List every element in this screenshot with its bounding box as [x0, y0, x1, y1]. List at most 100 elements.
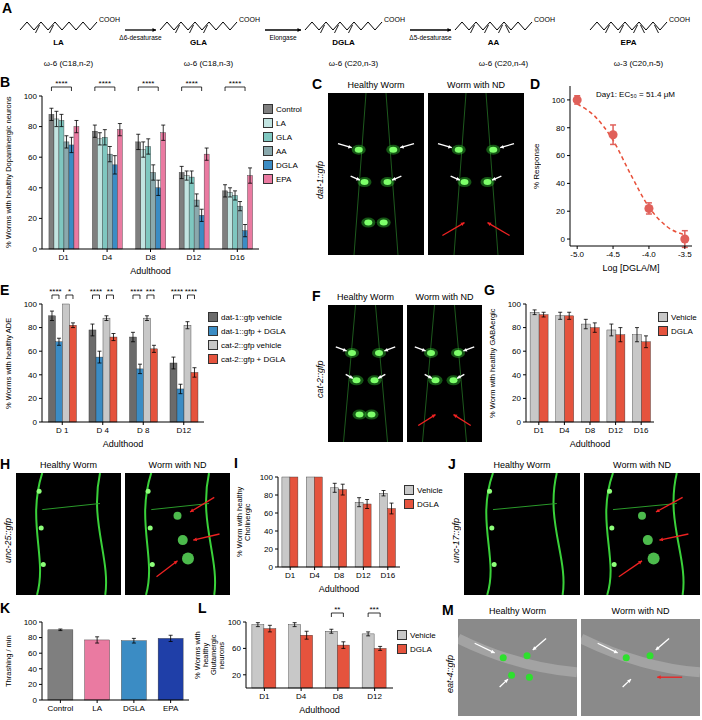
svg-text:D16: D16	[230, 253, 245, 262]
svg-text:***: ***	[369, 605, 378, 614]
svg-text:80: 80	[28, 323, 37, 332]
svg-text:40: 40	[512, 371, 521, 380]
svg-text:100: 100	[228, 618, 242, 627]
svg-text:ω-6 (C18,n-3): ω-6 (C18,n-3)	[184, 59, 234, 68]
svg-text:60: 60	[28, 153, 37, 162]
svg-text:80: 80	[556, 124, 565, 133]
svg-text:20: 20	[232, 671, 241, 680]
svg-text:COOH: COOH	[669, 16, 690, 23]
svg-text:20: 20	[28, 394, 37, 403]
svg-text:COOH: COOH	[384, 16, 405, 23]
svg-text:****: ****	[49, 287, 61, 296]
svg-text:20: 20	[28, 680, 37, 689]
svg-text:80: 80	[264, 491, 273, 500]
svg-text:100: 100	[24, 618, 38, 627]
svg-text:COOH: COOH	[239, 16, 260, 23]
svg-text:20: 20	[28, 214, 37, 223]
svg-text:80: 80	[28, 633, 37, 642]
svg-text:D16: D16	[380, 571, 395, 580]
svg-text:0: 0	[269, 563, 274, 572]
svg-text:D 8: D 8	[137, 426, 150, 435]
svg-text:D1: D1	[285, 571, 296, 580]
svg-text:20: 20	[556, 207, 565, 216]
svg-text:***: ***	[146, 287, 155, 296]
svg-text:ω-6 (C20,n-4): ω-6 (C20,n-4)	[479, 59, 529, 68]
svg-text:D1: D1	[534, 426, 545, 435]
svg-text:40: 40	[28, 665, 37, 674]
svg-text:Adulthood: Adulthood	[130, 266, 171, 276]
svg-text:D8: D8	[585, 426, 596, 435]
svg-text:ω-6 (C20,n-3): ω-6 (C20,n-3)	[329, 59, 379, 68]
svg-text:-5.0: -5.0	[570, 250, 584, 259]
svg-text:0: 0	[33, 245, 38, 254]
svg-text:40: 40	[556, 179, 565, 188]
svg-text:****: ****	[171, 287, 183, 296]
svg-text:****: ****	[185, 287, 197, 296]
svg-text:100: 100	[260, 473, 274, 482]
svg-text:20: 20	[264, 545, 273, 554]
svg-text:60: 60	[232, 644, 241, 653]
svg-text:D12: D12	[187, 253, 202, 262]
svg-text:0: 0	[33, 696, 38, 705]
svg-text:100: 100	[508, 300, 522, 309]
svg-text:GLA: GLA	[190, 38, 207, 47]
svg-text:100: 100	[24, 92, 38, 101]
svg-text:****: ****	[99, 79, 111, 88]
svg-text:D 4: D 4	[97, 426, 110, 435]
svg-text:100: 100	[24, 300, 38, 309]
svg-text:D12: D12	[608, 426, 623, 435]
svg-text:20: 20	[512, 394, 521, 403]
svg-text:ω-3 (C20,n-5): ω-3 (C20,n-5)	[614, 59, 664, 68]
svg-text:D8: D8	[334, 571, 345, 580]
svg-text:D4: D4	[309, 571, 320, 580]
svg-text:0: 0	[561, 235, 566, 244]
svg-text:-4.5: -4.5	[606, 250, 620, 259]
svg-text:60: 60	[556, 151, 565, 160]
svg-text:D4: D4	[296, 692, 307, 701]
svg-text:D1: D1	[259, 692, 270, 701]
svg-text:LA: LA	[92, 704, 102, 713]
svg-text:Control: Control	[47, 704, 73, 713]
svg-text:COOH: COOH	[99, 16, 120, 23]
svg-text:Log [DGLA/M]: Log [DGLA/M]	[602, 263, 659, 273]
svg-text:DGLA: DGLA	[123, 704, 145, 713]
svg-text:ω-6 (C18,n-2): ω-6 (C18,n-2)	[44, 59, 94, 68]
svg-text:-4.0: -4.0	[642, 250, 656, 259]
svg-text:D8: D8	[145, 253, 156, 262]
svg-text:EPA: EPA	[621, 38, 637, 47]
svg-text:DGLA: DGLA	[332, 38, 355, 47]
svg-text:Adulthood: Adulthood	[319, 584, 360, 594]
svg-text:0: 0	[33, 418, 38, 427]
svg-text:60: 60	[512, 347, 521, 356]
svg-text:LA: LA	[53, 38, 64, 47]
svg-text:****: ****	[142, 79, 154, 88]
svg-text:D12: D12	[356, 571, 371, 580]
svg-text:60: 60	[264, 509, 273, 518]
svg-text:100: 100	[552, 96, 566, 105]
svg-text:40: 40	[264, 527, 273, 536]
svg-text:80: 80	[512, 323, 521, 332]
svg-text:80: 80	[28, 122, 37, 131]
svg-text:Elongase: Elongase	[269, 34, 296, 42]
svg-text:-3.5: -3.5	[678, 250, 692, 259]
svg-text:D4: D4	[559, 426, 570, 435]
svg-text:Adulthood: Adulthood	[299, 705, 340, 715]
svg-text:**: **	[334, 605, 340, 614]
svg-text:D12: D12	[176, 426, 191, 435]
svg-text:****: ****	[185, 79, 197, 88]
svg-text:D1: D1	[59, 253, 70, 262]
svg-text:D8: D8	[333, 692, 344, 701]
svg-text:COOH: COOH	[534, 16, 555, 23]
svg-text:EPA: EPA	[163, 704, 179, 713]
svg-text:0: 0	[517, 418, 522, 427]
svg-text:*: *	[68, 287, 71, 296]
svg-text:****: ****	[55, 79, 67, 88]
svg-text:D12: D12	[367, 692, 382, 701]
svg-text:AA: AA	[488, 38, 500, 47]
svg-text:**: **	[107, 287, 113, 296]
svg-text:****: ****	[130, 287, 142, 296]
svg-text:D4: D4	[102, 253, 113, 262]
svg-text:D16: D16	[634, 426, 649, 435]
svg-text:40: 40	[28, 184, 37, 193]
svg-text:40: 40	[28, 371, 37, 380]
